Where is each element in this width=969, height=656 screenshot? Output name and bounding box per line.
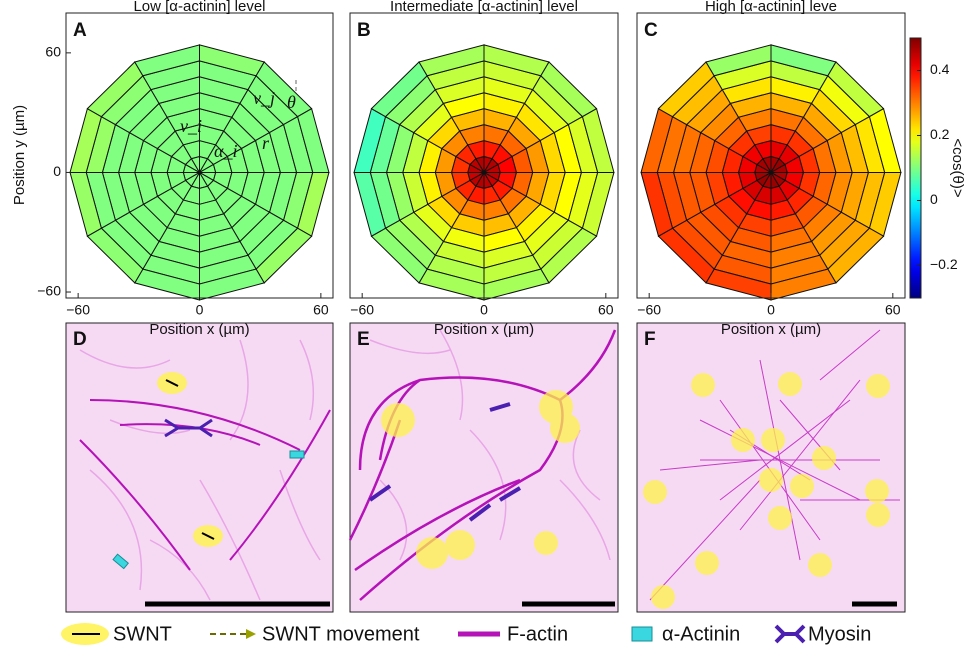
x-tick-label: −60 bbox=[350, 302, 374, 318]
inset-annotation: θ bbox=[287, 92, 296, 112]
legend-label: SWNT movement bbox=[262, 623, 420, 645]
inset-annotation: v_i bbox=[180, 116, 202, 136]
panel-frame bbox=[637, 323, 905, 612]
illustration-d bbox=[66, 323, 333, 612]
colorbar-label: <cos(θ)> bbox=[949, 138, 966, 197]
legend-label: F-actin bbox=[507, 623, 568, 645]
panel-title: Intermediate [α-actinin] level bbox=[390, 0, 578, 15]
panel-letter: F bbox=[644, 329, 656, 350]
y-tick-label: −60 bbox=[37, 283, 61, 299]
legend-actinin bbox=[632, 627, 652, 641]
panel-letter: D bbox=[73, 329, 87, 350]
x-tick-label: 0 bbox=[767, 302, 775, 318]
panel-title: High [α-actinin] leve bbox=[705, 0, 837, 15]
panel-frame bbox=[350, 323, 618, 612]
illustration-f bbox=[637, 323, 905, 612]
y-axis-label: Position y (µm) bbox=[11, 105, 28, 205]
panel-letter: A bbox=[73, 20, 87, 41]
panel-title: Low [α-actinin] level bbox=[133, 0, 265, 15]
legend-label: α-Actinin bbox=[662, 623, 740, 645]
panel-letter: E bbox=[357, 329, 370, 350]
colorbar-tick-label: 0.2 bbox=[930, 126, 950, 142]
y-tick-label: 60 bbox=[45, 44, 61, 60]
legend-label: SWNT bbox=[113, 623, 172, 645]
inset-annotation: r bbox=[262, 133, 270, 153]
x-tick-label: 0 bbox=[480, 302, 488, 318]
legend-label: Myosin bbox=[808, 623, 871, 645]
legend-myosin bbox=[776, 626, 804, 642]
heatmap bbox=[354, 45, 614, 300]
x-axis-label: Position x (µm) bbox=[721, 321, 821, 338]
colorbar-tick-label: 0 bbox=[930, 191, 938, 207]
colorbar-tick-label: 0.4 bbox=[930, 61, 950, 77]
x-axis-label: Position x (µm) bbox=[434, 321, 534, 338]
colorbar bbox=[910, 38, 921, 298]
x-tick-label: 60 bbox=[313, 302, 329, 318]
inset-annotation: v_j bbox=[253, 88, 275, 108]
x-tick-label: −60 bbox=[637, 302, 661, 318]
alpha-actinin bbox=[290, 451, 304, 458]
illustration-e bbox=[350, 323, 618, 612]
x-tick-label: 60 bbox=[885, 302, 901, 318]
x-axis-label: Position x (µm) bbox=[149, 321, 249, 338]
figure: <cos(θ)> −0.2 0 0.2 0.4 Low [α-actinin] leve… bbox=[0, 0, 969, 651]
legend: SWNT SWNT movement F-actin α-Actinin Myosin bbox=[61, 623, 871, 645]
x-tick-label: −60 bbox=[66, 302, 90, 318]
x-tick-label: 60 bbox=[598, 302, 614, 318]
inset-annotation: α_i bbox=[214, 141, 237, 161]
x-tick-label: 0 bbox=[196, 302, 204, 318]
panel-letter: C bbox=[644, 20, 658, 41]
heatmap bbox=[641, 45, 901, 300]
panel-letter: B bbox=[357, 20, 371, 41]
y-tick-label: 0 bbox=[53, 163, 61, 179]
colorbar-tick-label: −0.2 bbox=[930, 256, 958, 272]
legend-movement-head bbox=[246, 629, 256, 639]
